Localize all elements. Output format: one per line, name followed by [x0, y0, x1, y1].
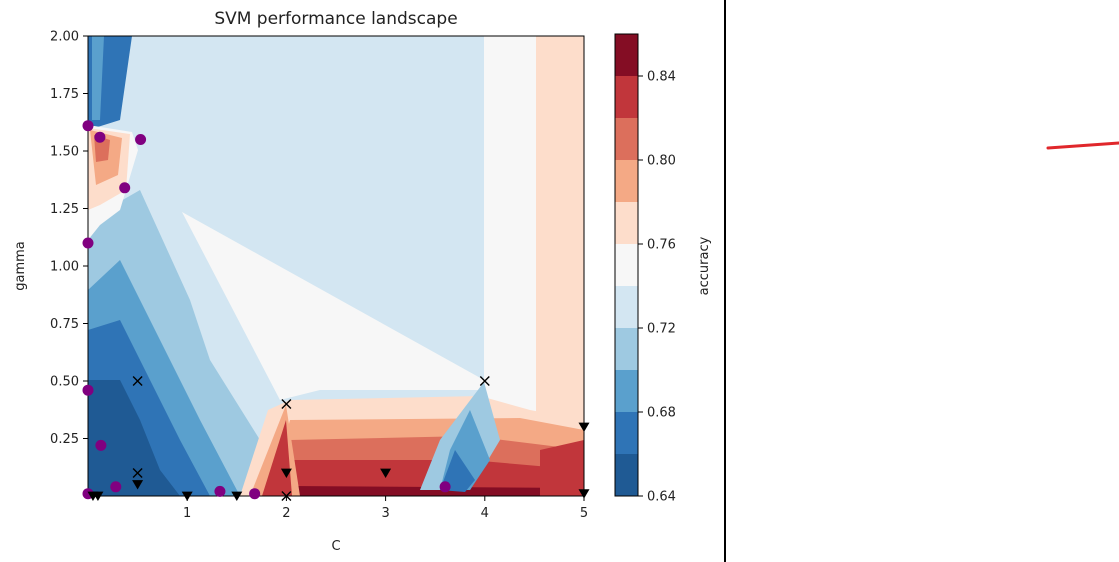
triangle-marker [132, 480, 144, 490]
colorbar-tick-label: 0.76 [647, 238, 676, 253]
triangle-marker [380, 468, 392, 478]
colorbar-segment [615, 454, 638, 496]
colorbar-segment [615, 412, 638, 454]
contour-region-right-slab [540, 440, 584, 496]
x-tick-label: 1 [183, 506, 191, 521]
triangle-marker [578, 422, 590, 432]
contour-region-warm-right [536, 36, 584, 496]
colorbar: 0.64 0.68 0.72 0.76 0.80 0.84 [614, 33, 676, 505]
y-axis-label: gamma [13, 241, 28, 291]
colorbar-segment [615, 118, 638, 160]
cross-marker [479, 376, 490, 386]
triangle-marker [578, 489, 590, 499]
marker-layer [82, 120, 590, 501]
colorbar-segment [615, 76, 638, 118]
y-tick-label: 1.00 [50, 260, 79, 275]
x-axis-label: C [331, 539, 340, 554]
y-tick-label: 0.75 [50, 317, 79, 332]
purple-circle-marker [82, 384, 94, 396]
colorbar-segment [615, 160, 638, 202]
contour-region-deep-left [88, 380, 180, 496]
panel-divider [724, 0, 726, 562]
colorbar-segment [615, 328, 638, 370]
colorbar-tick-label: 0.80 [647, 154, 676, 169]
contour-region-blue-wedge [440, 450, 475, 492]
y-tick-label: 0.50 [50, 375, 79, 390]
contour-region-neutral-right [484, 36, 536, 496]
y-tick-label: 0.25 [50, 432, 79, 447]
colorbar-tick-label: 0.68 [647, 406, 676, 421]
colorbar-segment [615, 370, 638, 412]
purple-circle-marker [249, 488, 261, 500]
x-tick-label: 5 [580, 506, 588, 521]
triangle-marker [181, 491, 193, 501]
x-tick-label: 3 [381, 506, 389, 521]
x-axis: 1 2 3 4 5 [183, 496, 588, 521]
purple-circle-marker [135, 134, 147, 145]
red-mark [1046, 141, 1119, 150]
y-tick-label: 2.00 [50, 30, 79, 45]
purple-circle-marker [82, 237, 94, 249]
chart-title: SVM performance landscape [214, 9, 457, 29]
y-tick-label: 1.25 [50, 202, 79, 217]
colorbar-segment [615, 286, 638, 328]
colorbar-segment [615, 244, 638, 286]
purple-circle-marker [439, 481, 451, 493]
purple-circle-marker [119, 182, 131, 194]
x-tick-label: 2 [282, 506, 290, 521]
cross-marker [281, 491, 292, 501]
y-tick-label: 1.75 [50, 87, 79, 102]
triangle-marker [231, 491, 243, 501]
colorbar-segment [615, 202, 638, 244]
y-axis: 0.25 0.50 0.75 1.00 1.25 1.50 1.75 2.00 [50, 30, 88, 447]
cross-marker [132, 376, 143, 386]
triangle-marker [92, 491, 104, 501]
contour-region-neutral-center [182, 212, 484, 400]
contour-plot-area [88, 36, 584, 496]
contour-region-darkred-bottom [288, 486, 584, 496]
contour-region-cool-strip [92, 36, 104, 120]
contour-region-spike-red [262, 420, 292, 496]
triangle-marker [280, 468, 292, 478]
x-tick-label: 4 [481, 506, 489, 521]
colorbar-segment [615, 34, 638, 76]
cross-marker [132, 468, 143, 478]
cross-marker [281, 399, 292, 409]
purple-circle-marker [110, 481, 122, 493]
purple-circle-marker [82, 120, 94, 132]
purple-circle-marker [94, 131, 106, 143]
colorbar-tick-label: 0.84 [647, 70, 676, 85]
colorbar-tick-label: 0.64 [647, 490, 676, 505]
purple-circle-marker [214, 485, 226, 497]
y-tick-label: 1.50 [50, 145, 79, 160]
purple-circle-marker [95, 439, 107, 451]
colorbar-label: accuracy [697, 236, 712, 295]
colorbar-tick-label: 0.72 [647, 322, 676, 337]
colorbar-frame [614, 33, 639, 497]
